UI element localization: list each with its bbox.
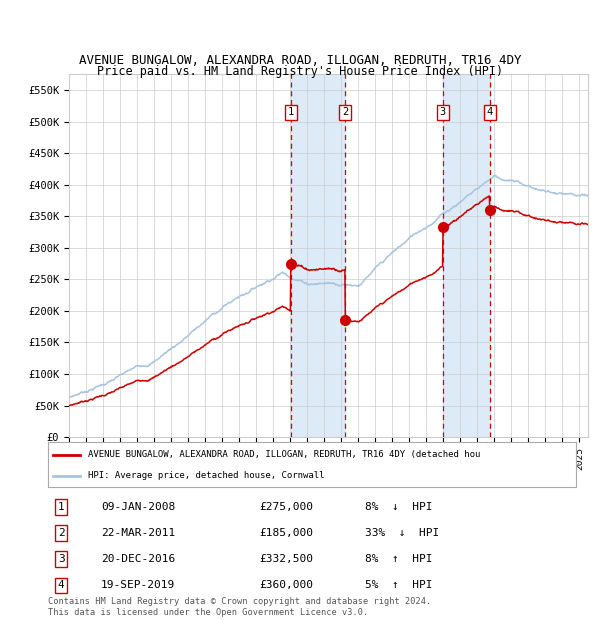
Text: 2: 2 [58,528,65,538]
Text: 2: 2 [342,107,348,117]
Text: 4: 4 [487,107,493,117]
Bar [443,74,490,437]
Text: 5%  ↑  HPI: 5% ↑ HPI [365,580,432,590]
Text: 22-MAR-2011: 22-MAR-2011 [101,528,175,538]
Text: 8%  ↑  HPI: 8% ↑ HPI [365,554,432,564]
Text: HPI: Average price, detached house, Cornwall: HPI: Average price, detached house, Corn… [88,471,324,480]
Text: 1: 1 [58,502,65,512]
Text: AVENUE BUNGALOW, ALEXANDRA ROAD, ILLOGAN, REDRUTH, TR16 4DY: AVENUE BUNGALOW, ALEXANDRA ROAD, ILLOGAN… [79,54,521,67]
Text: 09-JAN-2008: 09-JAN-2008 [101,502,175,512]
Text: £185,000: £185,000 [259,528,313,538]
Text: 8%  ↓  HPI: 8% ↓ HPI [365,502,432,512]
Text: £332,500: £332,500 [259,554,313,564]
Text: 3: 3 [440,107,446,117]
Bar [291,74,345,437]
Text: 1: 1 [287,107,294,117]
Text: 20-DEC-2016: 20-DEC-2016 [101,554,175,564]
Text: AVENUE BUNGALOW, ALEXANDRA ROAD, ILLOGAN, REDRUTH, TR16 4DY (detached hou: AVENUE BUNGALOW, ALEXANDRA ROAD, ILLOGAN… [88,450,480,459]
Text: Price paid vs. HM Land Registry's House Price Index (HPI): Price paid vs. HM Land Registry's House … [97,64,503,78]
Text: 33%  ↓  HPI: 33% ↓ HPI [365,528,439,538]
Text: 4: 4 [58,580,65,590]
Text: £360,000: £360,000 [259,580,313,590]
Text: 19-SEP-2019: 19-SEP-2019 [101,580,175,590]
Text: Contains HM Land Registry data © Crown copyright and database right 2024.
This d: Contains HM Land Registry data © Crown c… [48,598,431,617]
Text: 3: 3 [58,554,65,564]
Text: £275,000: £275,000 [259,502,313,512]
